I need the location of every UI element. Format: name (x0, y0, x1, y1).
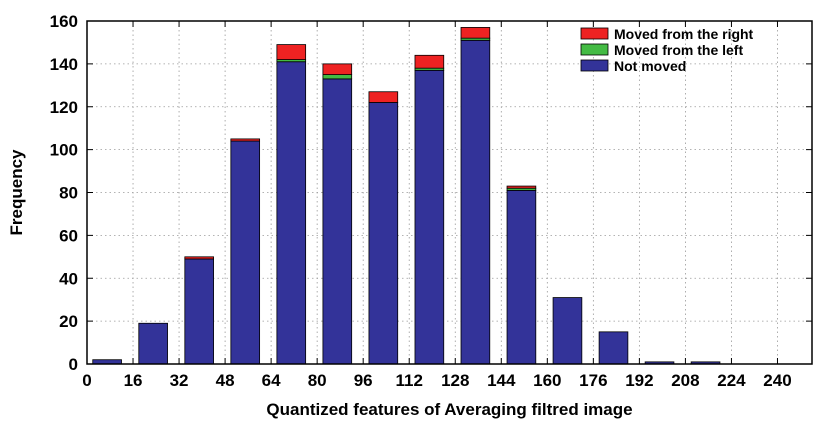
legend-swatch (580, 59, 609, 72)
bar-segment-moved-from-the-right (230, 138, 261, 142)
bar-segment-not-moved (230, 140, 261, 365)
y-tick-label: 20 (59, 312, 78, 331)
x-tick-label: 240 (763, 371, 791, 390)
x-axis-label: Quantized features of Averaging filtred … (266, 400, 632, 419)
x-tick-label: 224 (717, 371, 746, 390)
bar-segment-not-moved (506, 189, 537, 365)
bar-segment-moved-from-the-left (322, 74, 353, 80)
bar-segment-moved-from-the-right (276, 44, 307, 60)
y-tick-label: 160 (50, 12, 78, 31)
bar-segment-not-moved (322, 78, 353, 365)
y-tick-label: 0 (69, 355, 78, 374)
legend-swatch (580, 43, 609, 56)
bar-segment-moved-from-the-right (184, 256, 214, 260)
y-tick-label: 120 (50, 98, 78, 117)
bar-segment-not-moved (598, 331, 629, 365)
grid-lines (87, 20, 812, 364)
x-tick-label: 176 (579, 371, 607, 390)
legend-label: Moved from the right (614, 26, 754, 42)
x-tick-label: 48 (216, 371, 235, 390)
tick-labels: 0 16 32 48 64 80 96 112 128 144 160 176 192 208 224 240… (50, 12, 792, 390)
tick-marks (86, 20, 812, 365)
bar-segment-not-moved (184, 258, 214, 365)
x-tick-label: 0 (82, 371, 91, 390)
y-tick-label: 40 (59, 269, 78, 288)
y-tick-label: 60 (59, 226, 78, 245)
bar-segment-not-moved (460, 39, 491, 365)
bar-segment-not-moved (552, 297, 583, 365)
x-tick-label: 160 (533, 371, 561, 390)
bar-segment-not-moved (138, 322, 168, 365)
bar-segment-not-moved (276, 61, 307, 365)
y-tick-label: 80 (59, 184, 78, 203)
bar-segment-moved-from-the-right (322, 63, 353, 75)
x-tick-label: 96 (354, 371, 373, 390)
bar-segment-moved-from-the-right (506, 185, 537, 189)
x-tick-label: 80 (308, 371, 327, 390)
bars (92, 27, 721, 365)
legend-swatch (580, 27, 609, 40)
x-tick-label: 16 (124, 371, 143, 390)
x-tick-label: 32 (170, 371, 189, 390)
bar-segment-moved-from-the-right (460, 27, 491, 39)
bar-segment-moved-from-the-right (368, 91, 399, 103)
x-tick-label: 144 (487, 371, 516, 390)
x-tick-label: 192 (625, 371, 653, 390)
y-tick-label: 140 (50, 55, 78, 74)
legend-label: Not moved (614, 58, 686, 74)
bar-segment-not-moved (368, 102, 399, 365)
x-tick-label: 112 (396, 371, 423, 390)
x-tick-label: 208 (671, 371, 699, 390)
x-tick-label: 64 (262, 371, 281, 390)
x-tick-label: 128 (441, 371, 469, 390)
legend-label: Moved from the left (614, 42, 743, 58)
y-axis-label: Frequency (7, 149, 26, 236)
y-tick-label: 100 (50, 141, 78, 160)
bar-segment-moved-from-the-right (414, 54, 445, 69)
bar-segment-not-moved (414, 69, 445, 365)
